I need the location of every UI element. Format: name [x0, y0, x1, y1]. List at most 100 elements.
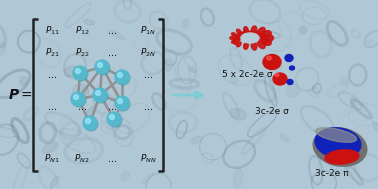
Text: $\cdots$: $\cdots$ — [143, 102, 153, 112]
Ellipse shape — [121, 171, 129, 181]
Circle shape — [95, 60, 109, 74]
FancyArrowPatch shape — [173, 92, 202, 98]
Circle shape — [93, 88, 107, 102]
Text: 3c-2e π: 3c-2e π — [315, 169, 349, 178]
Text: 3c-2e σ: 3c-2e σ — [255, 107, 289, 116]
Text: $P_{12}$: $P_{12}$ — [74, 25, 90, 37]
Ellipse shape — [232, 40, 236, 43]
Ellipse shape — [261, 31, 271, 38]
Circle shape — [115, 96, 129, 110]
Ellipse shape — [237, 42, 241, 47]
Circle shape — [74, 67, 88, 81]
Ellipse shape — [251, 26, 257, 34]
Text: $\boldsymbol{P}=$: $\boldsymbol{P}=$ — [8, 88, 33, 102]
Circle shape — [116, 71, 130, 85]
Circle shape — [73, 94, 79, 99]
Ellipse shape — [280, 134, 289, 142]
Circle shape — [71, 92, 85, 106]
Ellipse shape — [50, 176, 59, 188]
Ellipse shape — [244, 27, 248, 33]
Circle shape — [118, 98, 122, 104]
Text: $\cdots$: $\cdots$ — [47, 102, 57, 112]
Ellipse shape — [315, 128, 361, 158]
Ellipse shape — [236, 32, 244, 40]
Ellipse shape — [275, 74, 279, 77]
Ellipse shape — [232, 33, 236, 36]
Ellipse shape — [257, 27, 265, 36]
Circle shape — [94, 89, 108, 103]
Circle shape — [115, 70, 129, 84]
Text: $\cdots$: $\cdots$ — [107, 49, 117, 57]
Circle shape — [107, 112, 121, 126]
Circle shape — [96, 91, 101, 95]
Ellipse shape — [64, 66, 78, 77]
Circle shape — [73, 66, 87, 80]
Text: $\cdots$: $\cdots$ — [47, 70, 57, 80]
Circle shape — [110, 115, 115, 119]
Ellipse shape — [42, 142, 58, 153]
Ellipse shape — [244, 43, 248, 49]
Ellipse shape — [263, 54, 281, 70]
Circle shape — [98, 63, 102, 67]
Ellipse shape — [372, 122, 378, 135]
Text: $P_{11}$: $P_{11}$ — [45, 25, 59, 37]
Circle shape — [108, 113, 122, 127]
Ellipse shape — [84, 20, 94, 25]
Text: $\cdots$: $\cdots$ — [77, 102, 87, 112]
Ellipse shape — [111, 121, 120, 127]
Ellipse shape — [230, 108, 246, 120]
Ellipse shape — [257, 40, 265, 49]
Text: $\cdots$: $\cdots$ — [107, 102, 117, 112]
Text: $P_{22}$: $P_{22}$ — [74, 47, 90, 59]
Circle shape — [83, 116, 97, 130]
Ellipse shape — [286, 84, 299, 97]
Text: $P_{N1}$: $P_{N1}$ — [44, 153, 60, 165]
Ellipse shape — [266, 56, 271, 60]
Text: $P_{NN}$: $P_{NN}$ — [139, 153, 156, 165]
Text: $P_{21}$: $P_{21}$ — [45, 47, 59, 59]
Circle shape — [76, 68, 81, 74]
Text: $P_{N2}$: $P_{N2}$ — [74, 153, 90, 165]
Circle shape — [84, 117, 98, 131]
Ellipse shape — [164, 59, 173, 71]
Circle shape — [72, 93, 86, 107]
Circle shape — [116, 97, 130, 111]
Ellipse shape — [256, 32, 264, 40]
Ellipse shape — [315, 128, 356, 142]
Ellipse shape — [313, 128, 367, 166]
Text: $P_{2N}$: $P_{2N}$ — [140, 47, 156, 59]
Text: $P_{1N}$: $P_{1N}$ — [140, 25, 156, 37]
Text: $\cdots$: $\cdots$ — [107, 26, 117, 36]
Ellipse shape — [290, 66, 294, 70]
Ellipse shape — [287, 80, 293, 84]
Circle shape — [85, 119, 90, 123]
Ellipse shape — [251, 42, 257, 50]
Ellipse shape — [20, 77, 27, 85]
Ellipse shape — [231, 77, 238, 83]
Ellipse shape — [241, 33, 259, 43]
Ellipse shape — [234, 168, 243, 188]
Ellipse shape — [262, 35, 274, 42]
Text: $\cdots$: $\cdots$ — [143, 70, 153, 80]
Ellipse shape — [260, 35, 267, 44]
Ellipse shape — [299, 26, 307, 34]
Ellipse shape — [84, 107, 95, 123]
Ellipse shape — [189, 67, 196, 73]
Ellipse shape — [233, 35, 240, 44]
Ellipse shape — [285, 54, 293, 61]
Ellipse shape — [109, 30, 125, 40]
Circle shape — [96, 61, 110, 75]
Ellipse shape — [249, 31, 259, 37]
Ellipse shape — [73, 84, 88, 96]
Ellipse shape — [82, 87, 89, 98]
Ellipse shape — [191, 136, 202, 144]
Ellipse shape — [237, 29, 241, 34]
Ellipse shape — [325, 150, 359, 164]
Text: $\cdots$: $\cdots$ — [107, 154, 117, 163]
Ellipse shape — [273, 73, 287, 85]
Ellipse shape — [183, 19, 189, 28]
Circle shape — [118, 73, 122, 77]
Ellipse shape — [230, 37, 234, 39]
Ellipse shape — [242, 31, 251, 37]
Ellipse shape — [261, 38, 271, 45]
